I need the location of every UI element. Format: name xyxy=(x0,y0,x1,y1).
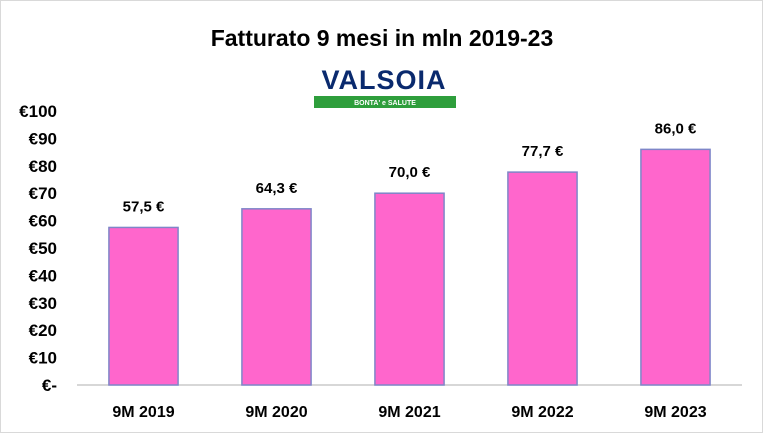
logo-wordmark: VALSOIA xyxy=(321,65,446,95)
data-labels: 57,5 € 64,3 € 70,0 € 77,7 € 86,0 € xyxy=(123,120,697,215)
bar-9m-2020 xyxy=(241,208,312,386)
y-tick-label: €100 xyxy=(19,102,57,121)
data-label: 86,0 € xyxy=(655,120,697,137)
y-tick-label: €30 xyxy=(29,294,57,313)
y-tick-label: €40 xyxy=(29,266,57,285)
data-label: 64,3 € xyxy=(256,180,298,197)
data-label: 70,0 € xyxy=(389,164,431,181)
y-tick-label: €- xyxy=(42,376,57,395)
chart-title: Fatturato 9 mesi in mln 2019-23 xyxy=(211,25,554,51)
bar-9m-2023 xyxy=(640,148,711,386)
category-label: 9M 2022 xyxy=(511,404,573,421)
bars xyxy=(108,148,711,386)
category-label: 9M 2020 xyxy=(245,404,307,421)
category-label: 9M 2023 xyxy=(644,404,706,421)
y-tick-label: €80 xyxy=(29,157,57,176)
valsoia-logo: VALSOIA BONTA' e SALUTE xyxy=(314,65,456,108)
y-tick-label: €20 xyxy=(29,321,57,340)
y-tick-label: €10 xyxy=(29,349,57,368)
logo-tagline: BONTA' e SALUTE xyxy=(354,100,416,107)
category-labels: 9M 2019 9M 2020 9M 2021 9M 2022 9M 2023 xyxy=(112,404,706,421)
category-label: 9M 2021 xyxy=(378,404,440,421)
data-label: 77,7 € xyxy=(522,143,564,160)
y-tick-label: €90 xyxy=(29,129,57,148)
category-label: 9M 2019 xyxy=(112,404,174,421)
y-tick-label: €50 xyxy=(29,239,57,258)
bar-9m-2022 xyxy=(507,171,578,386)
logo-green-band xyxy=(314,96,456,108)
bar-9m-2021 xyxy=(374,192,445,386)
y-tick-label: €70 xyxy=(29,184,57,203)
bar-9m-2019 xyxy=(108,226,179,386)
y-axis-ticks: €- €10 €20 €30 €40 €50 €60 €70 €80 €90 €100 xyxy=(19,102,57,395)
y-tick-label: €60 xyxy=(29,212,57,231)
data-label: 57,5 € xyxy=(123,198,165,215)
